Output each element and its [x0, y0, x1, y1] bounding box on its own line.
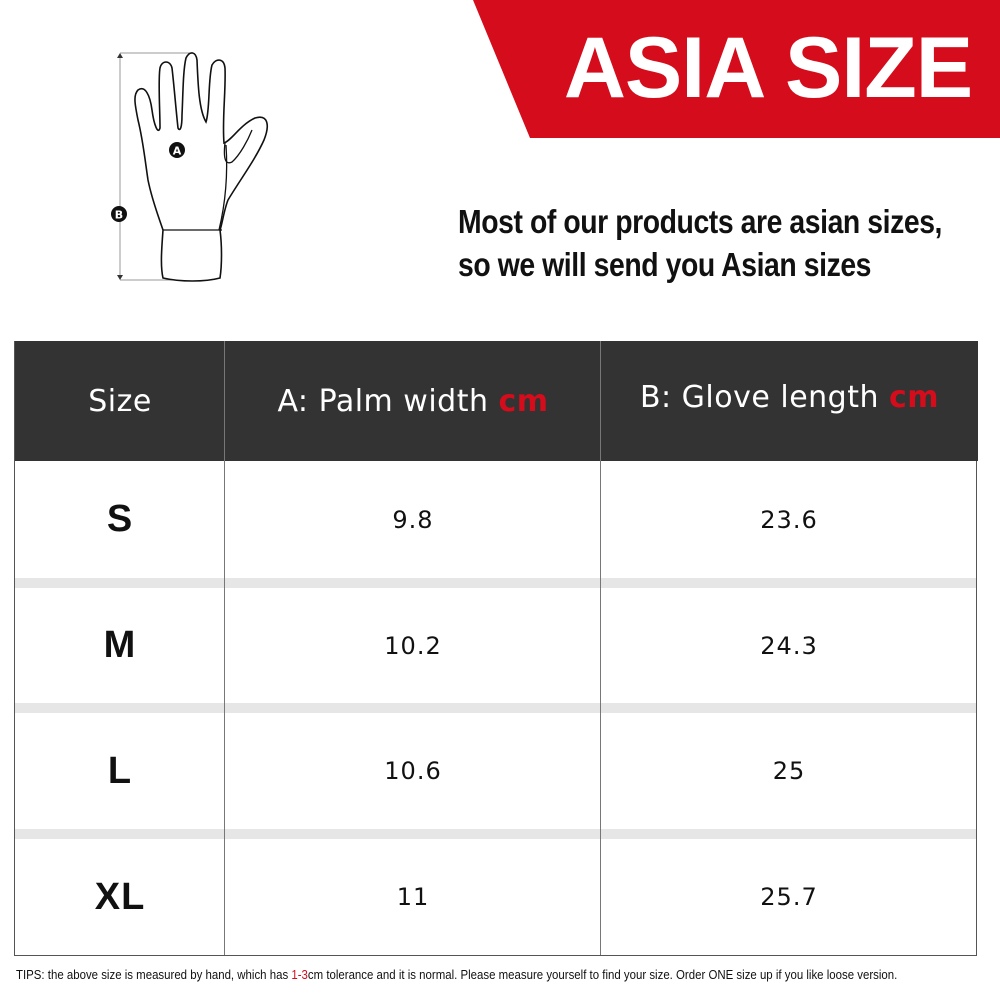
note-line-2: so we will send you Asian sizes [458, 246, 872, 283]
header-palm-width: A: Palm width cm [225, 341, 601, 461]
glove-outline-icon [134, 52, 269, 282]
cell-size: L [107, 749, 133, 792]
header-unit: cm [498, 383, 549, 419]
table-row: S 9.8 23.6 [15, 461, 976, 578]
header-label: A: Palm width [277, 383, 489, 419]
header-unit: cm [889, 379, 940, 415]
note-line-1: Most of our products are asian sizes, [458, 203, 943, 240]
header-label: B: Glove length [639, 379, 879, 415]
table-row: L 10.6 25 [15, 713, 976, 829]
asian-size-note: Most of our products are asian sizes, so… [458, 200, 942, 286]
cell-palm-width: 11 [396, 883, 430, 911]
tips-tolerance: 1-3 [291, 967, 308, 982]
cell-palm-width: 10.2 [384, 631, 442, 660]
column-divider [224, 341, 225, 955]
tips-text: TIPS: the above size is measured by hand… [16, 967, 897, 982]
header-size: Size [15, 341, 225, 461]
banner-title: ASIA SIZE [563, 20, 973, 116]
cell-size: XL [94, 875, 146, 918]
tips-after: cm tolerance and it is normal. Please me… [307, 967, 898, 982]
tips-before: TIPS: the above size is measured by hand… [16, 967, 292, 982]
banner-background [473, 0, 1000, 138]
row-divider [15, 829, 976, 839]
column-divider [600, 341, 601, 955]
cell-palm-width: 10.6 [384, 757, 442, 785]
cell-size: M [103, 624, 137, 666]
row-divider [15, 703, 976, 713]
size-table: Size A: Palm width cm B: Glove length cm S… [14, 341, 978, 956]
cell-glove-length: 25 [772, 757, 806, 785]
table-row: M 10.2 24.3 [15, 588, 976, 703]
row-divider [15, 578, 976, 588]
cell-glove-length: 24.3 [760, 631, 818, 660]
label-a: A [173, 145, 182, 158]
glove-measurement-diagram: A B [111, 52, 269, 282]
header-label: Size [88, 383, 152, 419]
cell-glove-length: 23.6 [760, 505, 818, 534]
table-row: XL 11 25.7 [15, 839, 976, 955]
cell-size: S [106, 498, 134, 540]
table-header: Size A: Palm width cm B: Glove length cm [15, 341, 978, 461]
cell-palm-width: 9.8 [392, 505, 434, 534]
header-glove-length: B: Glove length cm [601, 337, 978, 457]
label-b: B [115, 209, 123, 222]
cell-glove-length: 25.7 [760, 883, 818, 911]
